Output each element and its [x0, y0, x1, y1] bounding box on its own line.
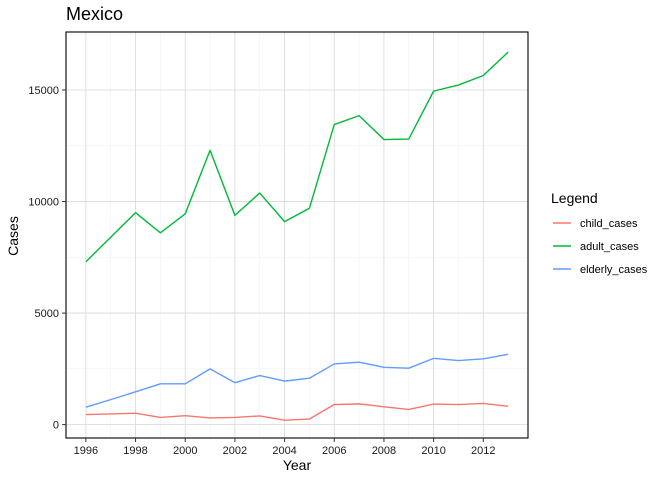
- y-tick-label: 10000: [28, 197, 59, 209]
- series-line-elderly-cases: [85, 353, 509, 408]
- series-line-adult-cases: [85, 51, 509, 263]
- legend: Legend child_cases adult_cases elderly_cas…: [551, 190, 648, 276]
- chart-title: Mexico: [66, 4, 123, 24]
- y-tick-label: 15000: [28, 85, 59, 97]
- y-axis-ticks: 0 5000 10000 15000: [28, 85, 66, 432]
- y-tick-label: 0: [53, 420, 59, 432]
- x-tick-label: 1998: [123, 445, 147, 457]
- x-tick-label: 2010: [421, 445, 445, 457]
- x-tick-label: 2008: [372, 445, 396, 457]
- y-tick-label: 5000: [35, 308, 59, 320]
- x-tick-label: 2002: [223, 445, 247, 457]
- series-lines: [85, 51, 509, 421]
- series-line-child-cases: [85, 402, 509, 421]
- legend-title: Legend: [551, 190, 598, 206]
- x-tick-label: 1996: [74, 445, 98, 457]
- x-axis-ticks: 1996 1998 2000 2002 2004 2006 2008 2010 2012: [74, 438, 496, 457]
- grid: [66, 32, 528, 438]
- legend-label: child_cases: [580, 218, 638, 230]
- x-tick-label: 2006: [322, 445, 346, 457]
- legend-label: adult_cases: [580, 241, 639, 253]
- x-axis-title: Year: [283, 457, 312, 473]
- y-axis-title: Cases: [5, 216, 21, 256]
- x-tick-label: 2000: [173, 445, 197, 457]
- x-tick-label: 2004: [272, 445, 296, 457]
- plot-panel-border: [65, 31, 529, 439]
- legend-label: elderly_cases: [580, 264, 648, 276]
- x-tick-label: 2012: [471, 445, 495, 457]
